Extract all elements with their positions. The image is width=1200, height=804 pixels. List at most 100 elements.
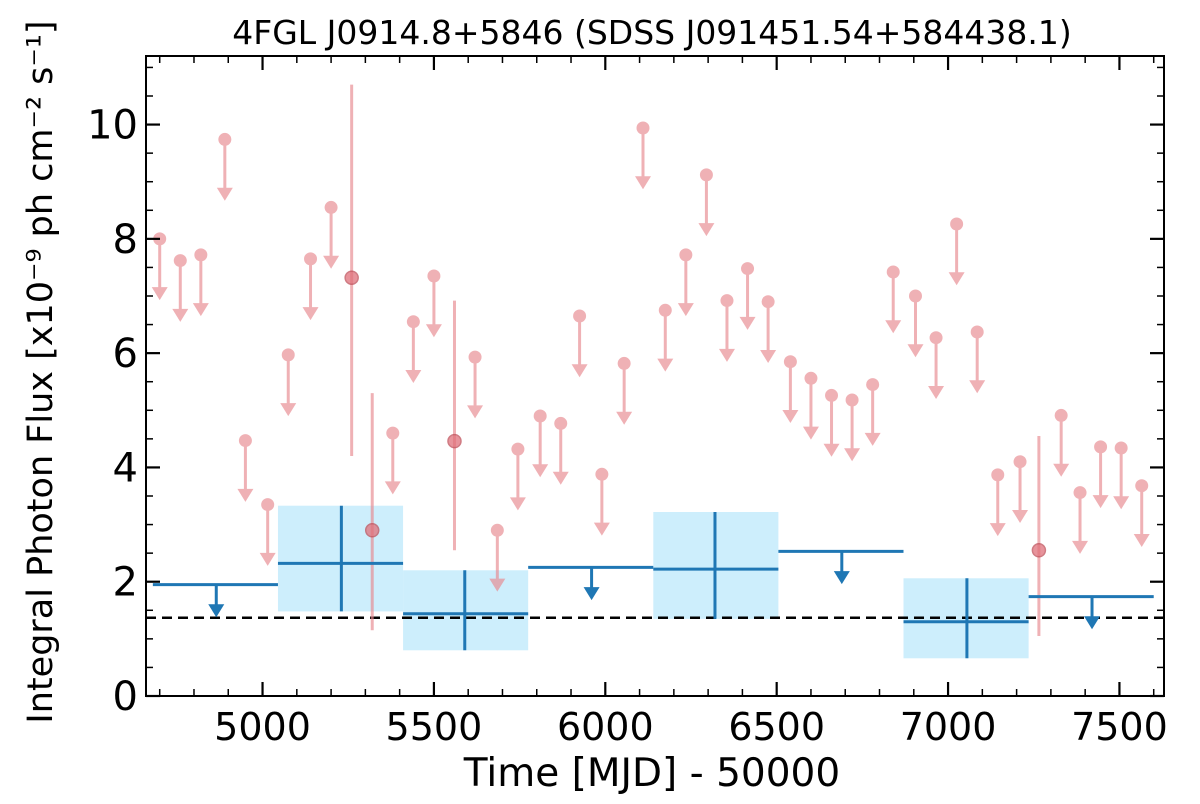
short-bin-detection-2	[447, 300, 462, 551]
short-bin-detection-point-0	[344, 270, 359, 285]
short-bin-upper-limit-point-6	[281, 348, 295, 362]
short-bin-upper-limit-36	[969, 325, 986, 394]
short-bin-upper-limit-point-28	[804, 371, 818, 385]
short-bin-upper-limit-point-33	[908, 289, 922, 303]
short-bin-upper-limit-point-40	[1073, 486, 1087, 500]
short-bin-upper-limit-point-7	[304, 252, 318, 266]
y-tick-label-1: 2	[113, 560, 138, 606]
short-bin-upper-limit-5	[259, 498, 276, 566]
short-bin-upper-limit-25	[739, 262, 756, 330]
short-bin-upper-limit-32	[885, 265, 902, 334]
short-bin-upper-limit-40	[1072, 486, 1089, 554]
short-bin-upper-limit-6	[280, 348, 297, 417]
short-bin-upper-limit-point-34	[929, 331, 943, 345]
short-bin-upper-limit-arrowhead-25	[739, 316, 756, 330]
short-bin-upper-limit-9	[384, 426, 401, 495]
short-bin-upper-limit-arrowhead-39	[1053, 463, 1070, 477]
short-bin-upper-limit-22	[677, 248, 694, 317]
y-axis-label: Integral Photon Flux [x10⁻⁹ ph cm⁻² s⁻¹]	[21, 20, 61, 723]
short-bin-upper-limit-37	[989, 468, 1006, 537]
short-bin-detection-0	[344, 84, 359, 456]
short-bin-upper-limit-30	[844, 393, 861, 462]
short-bin-upper-limit-point-29	[825, 388, 839, 402]
short-bin-upper-limit-point-31	[866, 378, 880, 392]
short-bin-upper-limit-arrowhead-30	[844, 448, 861, 462]
long-bin-detection-0	[277, 505, 404, 612]
short-bin-upper-limit-42	[1113, 441, 1130, 510]
short-bin-upper-limit-point-20	[636, 121, 650, 135]
short-bin-upper-limit-point-5	[261, 498, 275, 512]
short-bin-upper-limit-arrowhead-34	[928, 386, 945, 399]
long-bin-upper-limit-1	[528, 565, 654, 601]
x-tick-label-1: 5500	[386, 705, 483, 749]
short-bin-upper-limit-arrowhead-37	[989, 523, 1006, 537]
short-bin-detection-1	[364, 393, 380, 631]
short-bin-upper-limit-point-35	[950, 217, 964, 231]
short-bin-upper-limit-16	[552, 416, 569, 485]
short-bin-upper-limit-arrowhead-11	[425, 324, 442, 338]
short-bin-upper-limit-31	[864, 378, 881, 446]
y-tick-label-0: 0	[113, 674, 138, 720]
short-bin-upper-limit-33	[907, 289, 924, 358]
short-bin-upper-limit-11	[425, 269, 442, 338]
x-tick-label-2: 6000	[557, 705, 654, 749]
short-bin-upper-limit-arrowhead-22	[677, 303, 694, 317]
short-bin-upper-limit-arrowhead-17	[571, 364, 588, 378]
short-bin-upper-limit-point-26	[761, 295, 775, 309]
short-bin-upper-limit-arrowhead-10	[405, 370, 422, 383]
short-bin-upper-limit-arrowhead-42	[1113, 496, 1130, 510]
short-bin-upper-limit-point-13	[490, 523, 504, 537]
short-bin-upper-limit-arrowhead-6	[280, 403, 297, 417]
long-bin-upper-limit-2	[778, 549, 904, 585]
short-bin-upper-limit-2	[192, 248, 209, 317]
short-bin-upper-limit-41	[1092, 440, 1109, 509]
short-bin-upper-limit-arrowhead-13	[489, 578, 506, 592]
short-bin-upper-limit-arrowhead-19	[616, 411, 633, 425]
short-bin-upper-limit-point-17	[573, 309, 587, 323]
x-tick-label-5: 7500	[1071, 705, 1168, 749]
short-bin-upper-limit-27	[782, 355, 799, 423]
short-bin-upper-limit-20	[635, 121, 652, 190]
short-bin-upper-limit-arrowhead-12	[467, 405, 484, 419]
short-bin-upper-limit-arrowhead-35	[948, 272, 965, 286]
short-bin-upper-limit-point-22	[679, 248, 693, 262]
short-bin-upper-limit-arrowhead-36	[969, 380, 986, 394]
short-bin-upper-limit-15	[532, 409, 549, 478]
short-bin-upper-limit-point-9	[386, 426, 400, 440]
short-bin-upper-limit-arrowhead-43	[1133, 534, 1150, 547]
plot-area: 5000 5500 6000 6500 7000 7500 0 2 4 6 8 10	[87, 55, 1168, 749]
y-tick-label-3: 6	[113, 331, 138, 377]
short-bin-upper-limit-arrowhead-16	[552, 471, 569, 485]
short-bin-upper-limit-arrowhead-21	[657, 358, 674, 372]
short-bin-upper-limit-point-14	[511, 442, 525, 456]
chart-title: 4FGL J0914.8+5846 (SDSS J091451.54+58443…	[232, 13, 1072, 52]
short-bin-upper-limit-4	[237, 434, 254, 502]
short-bin-upper-limit-21	[657, 303, 674, 372]
short-bin-upper-limit-arrowhead-26	[760, 350, 777, 363]
short-bin-upper-limit-point-32	[886, 265, 900, 279]
short-bin-upper-limit-point-12	[468, 350, 482, 364]
short-bin-upper-limit-arrowhead-4	[237, 488, 254, 502]
short-bin-detection-3	[1031, 436, 1047, 636]
long-bin-upper-limit-0	[152, 583, 278, 618]
short-bin-upper-limit-arrowhead-9	[384, 481, 401, 495]
short-bin-upper-limit-point-8	[324, 200, 338, 214]
long-bin-upper-limit-3	[1028, 595, 1154, 630]
short-bin-upper-limit-arrowhead-0	[151, 287, 168, 301]
short-bin-upper-limit-arrowhead-33	[907, 344, 924, 358]
short-bin-upper-limit-point-21	[658, 303, 672, 317]
short-bin-upper-limit-arrowhead-3	[216, 187, 233, 201]
short-bin-upper-limit-18	[593, 467, 610, 536]
short-bin-upper-limit-point-41	[1094, 440, 1108, 454]
x-tick-label-0: 5000	[214, 705, 311, 749]
short-bin-upper-limit-arrowhead-32	[885, 320, 902, 334]
short-bin-detection-point-2	[447, 433, 462, 449]
short-bin-upper-limit-arrowhead-24	[718, 348, 735, 362]
short-bin-upper-limit-34	[928, 331, 945, 399]
short-bin-detection-point-3	[1031, 543, 1047, 558]
short-bin-upper-limit-point-16	[554, 416, 568, 430]
short-bin-upper-limit-point-4	[238, 434, 252, 448]
short-bin-upper-limit-43	[1133, 479, 1150, 547]
long-bin-detection-1	[403, 570, 529, 651]
